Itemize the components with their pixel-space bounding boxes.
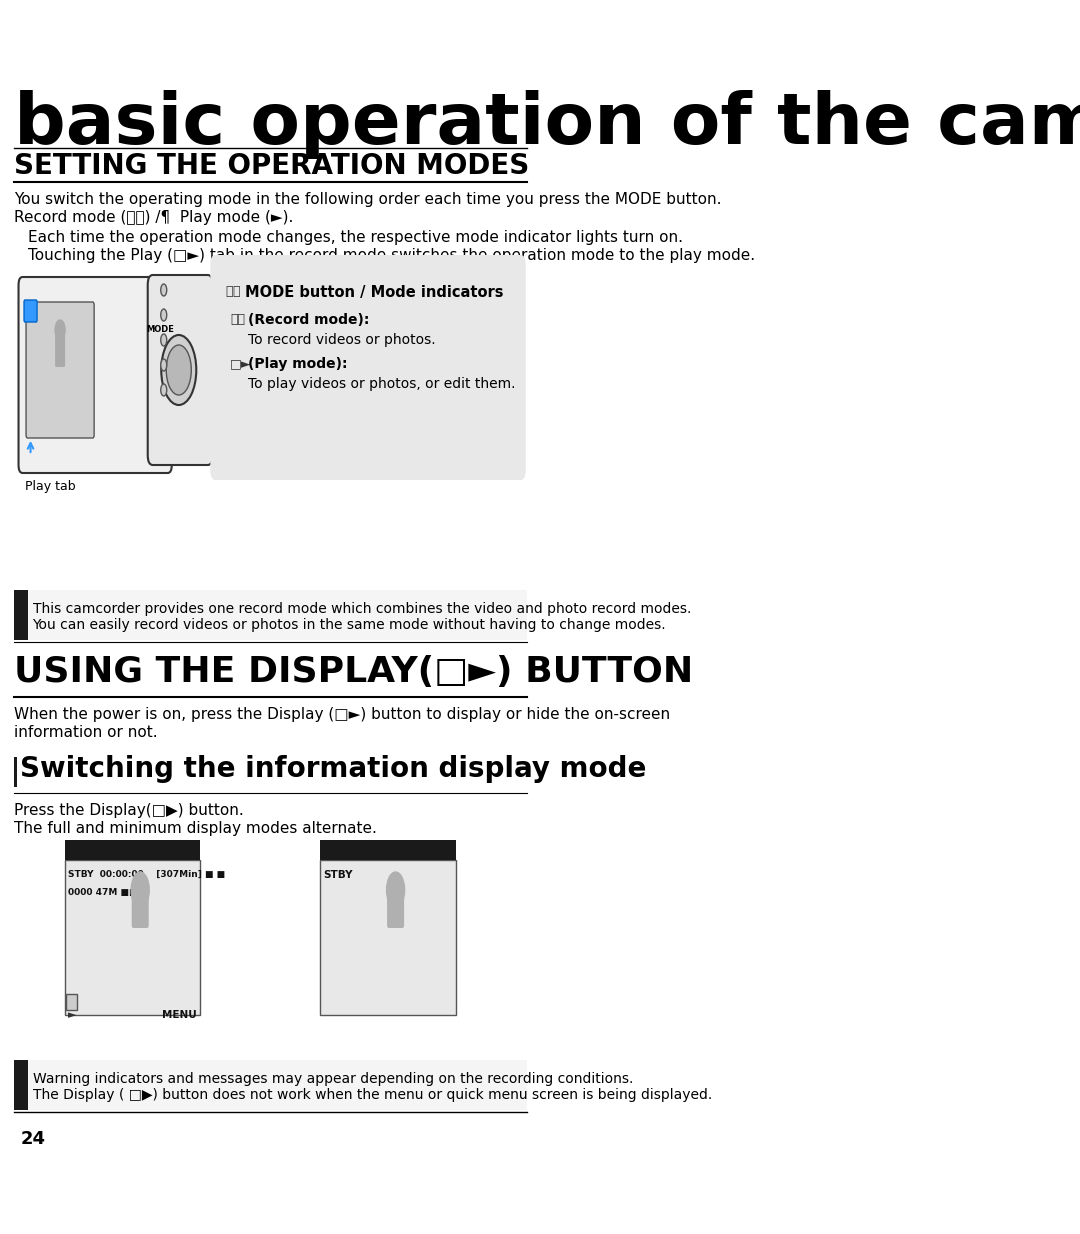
Circle shape [161,334,197,405]
Text: When the power is on, press the Display (□►) button to display or hide the on-sc: When the power is on, press the Display … [14,707,671,722]
Bar [321,860,456,1016]
Text: MENU: MENU [162,1009,197,1021]
FancyBboxPatch shape [18,276,172,473]
Text: Warning indicators and messages may appear depending on the recording conditions: Warning indicators and messages may appe… [32,1072,633,1086]
Text: You switch the operating mode in the following order each time you press the MOD: You switch the operating mode in the fol… [14,193,721,207]
Text: 0000 47M ■■: 0000 47M ■■ [68,888,137,897]
Text: Switching the information display mode: Switching the information display mode [21,755,647,784]
Circle shape [161,384,166,396]
FancyBboxPatch shape [55,333,65,366]
Text: information or not.: information or not. [14,726,158,740]
Circle shape [161,284,166,296]
Text: ►: ► [68,1009,76,1021]
Text: Touching the Play (□►) tab in the record mode switches the operation mode to the: Touching the Play (□►) tab in the record… [28,248,755,263]
Bar [14,590,527,640]
Text: Each time the operation mode changes, the respective mode indicator lights turn : Each time the operation mode changes, th… [28,230,683,246]
Text: □►: □► [230,357,252,370]
Text: To play videos or photos, or edit them.: To play videos or photos, or edit them. [248,378,515,391]
FancyBboxPatch shape [387,887,404,928]
FancyBboxPatch shape [24,300,37,322]
Bar [14,1060,28,1111]
FancyBboxPatch shape [26,302,94,438]
Text: Press the Display(□▶) button.: Press the Display(□▶) button. [14,803,244,818]
Circle shape [161,308,166,321]
Circle shape [55,320,65,341]
Text: Record mode (🎥📷) /¶  Play mode (►).: Record mode (🎥📷) /¶ Play mode (►). [14,210,294,225]
Text: MODE button / Mode indicators: MODE button / Mode indicators [245,285,504,300]
FancyBboxPatch shape [211,255,526,480]
Text: You can easily record videos or photos in the same mode without having to change: You can easily record videos or photos i… [32,618,666,632]
Bar [66,995,77,1009]
Text: (Record mode):: (Record mode): [248,313,369,327]
Text: The full and minimum display modes alternate.: The full and minimum display modes alter… [14,821,377,835]
Text: STBY  00:00:00    [307Min] ■ ■: STBY 00:00:00 [307Min] ■ ■ [68,870,225,879]
Text: 🎥📷: 🎥📷 [230,313,245,326]
Text: MODE: MODE [146,325,174,334]
Text: This camcorder provides one record mode which combines the video and photo recor: This camcorder provides one record mode … [32,602,691,616]
FancyBboxPatch shape [148,275,213,465]
Bar [14,756,17,787]
Circle shape [166,346,191,395]
Text: basic operation of the camcorder: basic operation of the camcorder [14,90,1080,159]
Bar [14,1060,527,1111]
Text: 🎥: 🎥 [226,285,233,297]
Circle shape [161,334,166,346]
Text: 📷: 📷 [233,285,241,297]
Circle shape [387,872,405,908]
Text: To record videos or photos.: To record videos or photos. [248,333,435,347]
Circle shape [161,359,166,371]
Bar [321,840,456,860]
Circle shape [131,872,149,908]
FancyBboxPatch shape [132,887,149,928]
Bar [65,840,200,860]
Bar [14,590,28,640]
Text: The Display ( □▶) button does not work when the menu or quick menu screen is bei: The Display ( □▶) button does not work w… [32,1088,712,1102]
Text: (Play mode):: (Play mode): [248,357,348,371]
Text: USING THE DISPLAY(□►) BUTTON: USING THE DISPLAY(□►) BUTTON [14,655,693,689]
Bar [65,860,200,1016]
Text: STBY: STBY [323,870,352,880]
Text: 24: 24 [21,1130,46,1148]
Text: Play tab: Play tab [25,480,76,494]
Text: SETTING THE OPERATION MODES: SETTING THE OPERATION MODES [14,152,529,180]
